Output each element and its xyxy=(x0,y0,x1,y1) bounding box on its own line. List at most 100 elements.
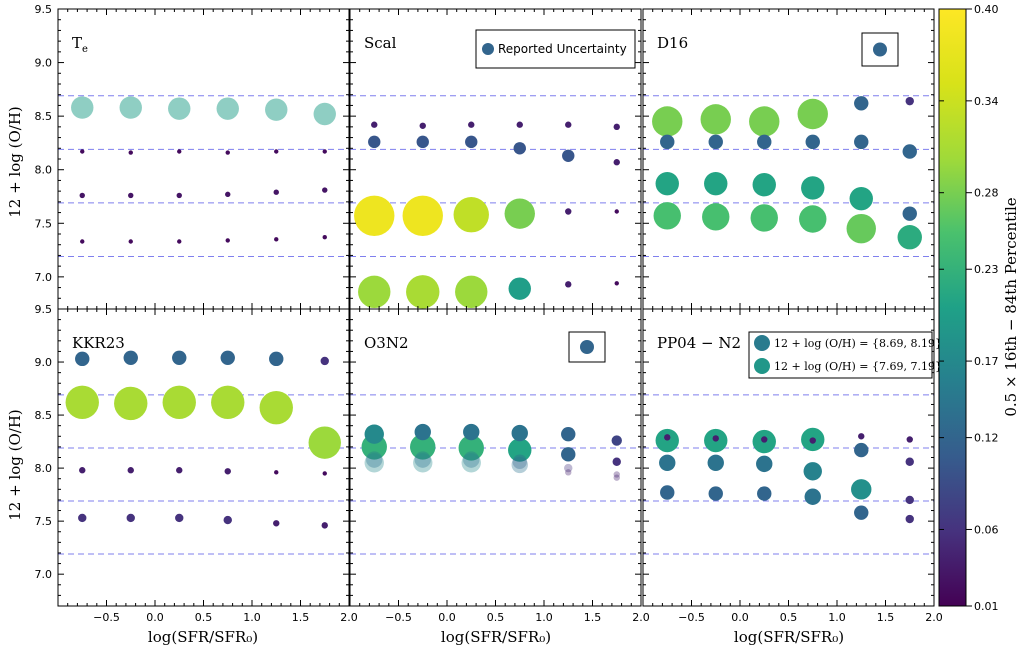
data-point xyxy=(809,437,816,444)
data-point xyxy=(516,121,523,128)
legend-label: Reported Uncertainty xyxy=(498,42,627,56)
legend-marker xyxy=(754,335,770,351)
panel-1: Scal Reported Uncertainty xyxy=(349,8,642,310)
panel-title: KKR23 xyxy=(72,334,125,352)
data-point xyxy=(406,275,440,309)
legend-box xyxy=(748,331,933,379)
data-point xyxy=(79,192,85,199)
x-tick-label: 2.0 xyxy=(632,611,650,624)
data-point xyxy=(269,351,284,367)
panel-5: −0.5 0.0 0.5 1.0 1.5 2.0 PP04 − N2 12 + log (O/… xyxy=(642,308,943,624)
data-point xyxy=(322,471,327,476)
data-point xyxy=(854,96,869,111)
data-point xyxy=(613,474,620,481)
data-point xyxy=(419,122,426,129)
data-point xyxy=(224,468,231,475)
data-point xyxy=(128,239,133,244)
data-point xyxy=(364,453,384,473)
x-tick-label: 1.0 xyxy=(243,611,261,624)
colorbar-tick-label: 0.23 xyxy=(974,263,999,276)
y-tick-label: 9.0 xyxy=(35,57,53,70)
data-point xyxy=(225,150,230,155)
y-tick-label: 8.5 xyxy=(35,409,53,422)
data-point xyxy=(354,195,395,236)
colorbar-gradient xyxy=(938,8,967,607)
legend-box xyxy=(475,29,636,69)
data-point xyxy=(114,386,148,421)
panel-title: PP04 − N2 xyxy=(657,334,741,352)
panel-title: Te xyxy=(72,34,88,55)
colorbar-tick-label: 0.28 xyxy=(974,187,999,200)
data-point xyxy=(508,277,531,300)
x-axis-label-right: log(SFR/SFR₀) xyxy=(734,628,844,646)
data-point xyxy=(854,134,869,150)
data-point xyxy=(177,149,182,154)
data-point xyxy=(177,239,182,244)
colorbar-tick-label: 0.34 xyxy=(974,95,999,108)
colorbar-tick-label: 0.12 xyxy=(974,432,999,445)
data-point xyxy=(79,467,86,474)
x-tick-label: 0.0 xyxy=(438,611,456,624)
data-point xyxy=(511,424,528,442)
data-point xyxy=(902,206,917,221)
data-point xyxy=(805,134,820,150)
x-tick-label: 2.0 xyxy=(925,611,943,624)
data-point xyxy=(511,456,528,474)
data-point xyxy=(322,149,327,154)
data-point xyxy=(660,134,675,150)
data-point xyxy=(65,385,99,420)
data-point xyxy=(565,121,572,128)
data-point xyxy=(508,438,532,462)
data-point xyxy=(750,204,778,232)
data-point xyxy=(371,121,378,128)
x-axis-label-middle: log(SFR/SFR₀) xyxy=(441,628,551,646)
reported-uncertainty-marker xyxy=(873,42,887,57)
data-point xyxy=(80,149,85,154)
data-point xyxy=(803,462,822,481)
data-point xyxy=(71,96,94,119)
data-point xyxy=(613,123,620,131)
y-tick-label: 7.5 xyxy=(35,515,53,528)
data-point xyxy=(752,173,776,197)
data-point xyxy=(655,171,679,196)
data-point xyxy=(702,203,730,231)
data-point xyxy=(274,149,279,154)
panel-title: O3N2 xyxy=(364,334,409,352)
colorbar-tick-label: 0.01 xyxy=(974,600,999,613)
y-tick-label: 8.0 xyxy=(35,164,53,177)
data-point xyxy=(358,275,391,309)
data-point xyxy=(322,187,328,193)
data-point xyxy=(414,451,431,468)
y-axis-label-top: 12 + log (O/H) xyxy=(6,106,24,218)
data-point xyxy=(565,208,572,215)
data-point xyxy=(465,135,478,149)
y-axis-label-bottom: 12 + log (O/H) xyxy=(6,409,24,521)
data-point xyxy=(126,513,135,523)
data-point xyxy=(455,275,488,309)
data-point xyxy=(413,453,433,473)
x-tick-label: 1.0 xyxy=(828,611,846,624)
data-point xyxy=(453,197,489,233)
data-point xyxy=(756,455,773,473)
data-point xyxy=(172,350,187,365)
panel-0: 7.0 7.5 8.0 8.5 9.0 9.5 Te xyxy=(35,3,350,310)
data-point xyxy=(611,435,622,446)
y-tick-label: 7.0 xyxy=(35,568,53,581)
data-point xyxy=(659,454,676,472)
data-point xyxy=(902,144,917,159)
data-point xyxy=(364,424,384,444)
data-point xyxy=(613,471,620,478)
data-point xyxy=(127,467,134,474)
data-point xyxy=(849,186,873,211)
data-point xyxy=(123,350,138,365)
x-tick-label: −0.5 xyxy=(678,611,705,624)
data-point xyxy=(321,522,328,529)
data-point xyxy=(273,520,280,527)
legend-marker xyxy=(482,43,494,55)
data-point xyxy=(797,98,828,130)
x-tick-label: −0.5 xyxy=(93,611,120,624)
data-point xyxy=(162,385,196,420)
data-point xyxy=(757,486,772,501)
x-tick-label: 0.0 xyxy=(731,611,749,624)
panel-title: D16 xyxy=(657,34,688,52)
